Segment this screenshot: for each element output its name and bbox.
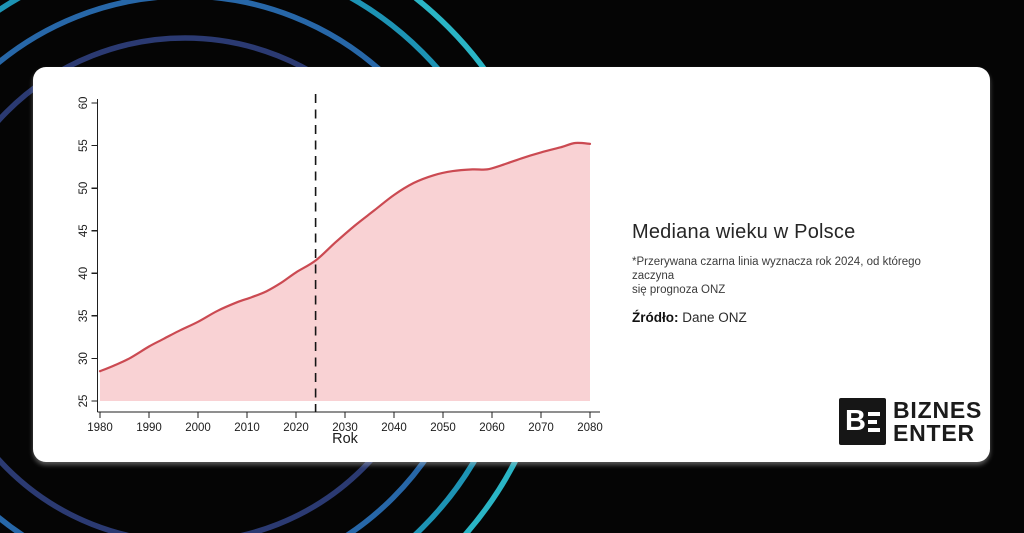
y-tick-label: 35: [78, 309, 90, 322]
x-tick-label: 2050: [430, 422, 456, 434]
source-line: Źródło: Dane ONZ: [632, 310, 962, 325]
y-tick-label: 30: [78, 352, 90, 365]
chart-title: Mediana wieku w Polsce: [632, 221, 856, 243]
content-card: 25 30 35 40 45 50 55 60 1980 1990 2000 2010 2020 2030…: [33, 67, 990, 462]
y-tick-label: 45: [78, 224, 90, 237]
x-axis-title: Rok: [332, 431, 358, 447]
logo-e-bars-icon: [867, 411, 880, 432]
x-tick-label: 1990: [136, 422, 162, 434]
logo-line2: ENTER: [893, 419, 975, 446]
y-tick-label: 60: [78, 97, 90, 110]
source-value: Dane ONZ: [682, 310, 747, 325]
x-tick-label: 2010: [234, 422, 260, 434]
median-age-area: [100, 142, 590, 401]
y-tick-label: 25: [78, 395, 90, 408]
x-tick-label: 2070: [528, 422, 554, 434]
y-tick-label: 50: [78, 182, 90, 195]
logo-be-icon: B: [839, 398, 886, 445]
y-tick-label: 55: [78, 139, 90, 152]
side-panel: Mediana wieku w Polsce *Przerywana czarn…: [632, 221, 962, 325]
x-tick-label: 2040: [381, 422, 407, 434]
logo-b-glyph: B: [845, 405, 866, 437]
x-tick-label: 2080: [577, 422, 603, 434]
x-tick-label: 2000: [185, 422, 211, 434]
source-label: Źródło:: [632, 310, 679, 325]
logo-wordmark: BIZNES ENTER: [893, 396, 983, 446]
median-age-chart: 25 30 35 40 45 50 55 60 1980 1990 2000 2010 2020 2030…: [78, 94, 603, 434]
forecast-note-line2: się prognoza ONZ: [632, 284, 726, 296]
x-tick-label: 2020: [283, 422, 309, 434]
y-tick-label: 40: [78, 267, 90, 280]
forecast-note-line1: *Przerywana czarna linia wyznacza rok 20…: [632, 256, 921, 282]
x-tick-label: 2030: [332, 422, 358, 434]
x-tick-label: 1980: [87, 422, 113, 434]
forecast-note: *Przerywana czarna linia wyznacza rok 20…: [632, 255, 962, 297]
biznes-enter-logo: B BIZNES ENTER: [839, 398, 982, 445]
x-tick-label: 2060: [479, 422, 505, 434]
logo-line1: BIZNES: [893, 396, 983, 423]
median-age-line: [98, 141, 592, 373]
